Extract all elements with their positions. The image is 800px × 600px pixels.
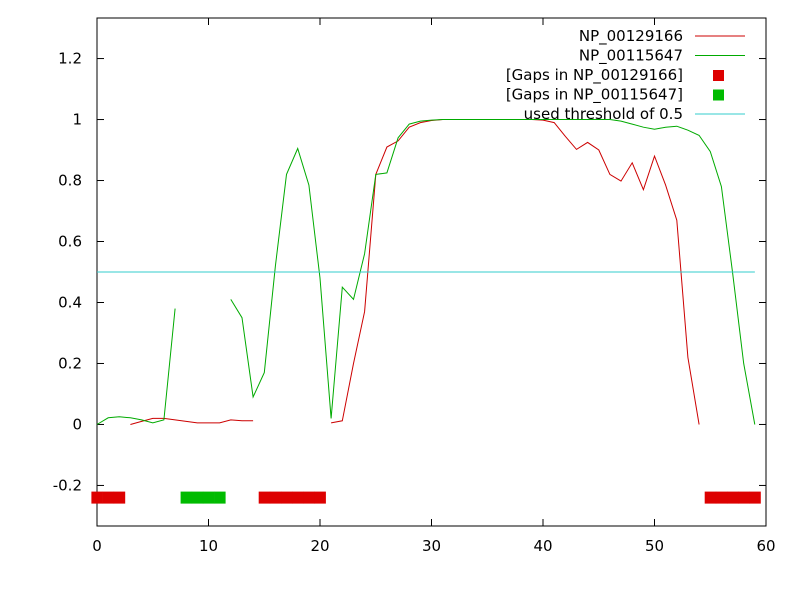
legend-label: [Gaps in NP_00115647] bbox=[506, 86, 683, 105]
x-tick-label: 60 bbox=[756, 537, 775, 555]
gap-marker bbox=[715, 491, 728, 504]
x-tick-label: 0 bbox=[92, 537, 102, 555]
series-line-np-00115647 bbox=[96, 308, 176, 425]
x-tick-label: 50 bbox=[645, 537, 664, 555]
y-tick-label: 1 bbox=[72, 111, 82, 129]
gap-marker bbox=[292, 491, 304, 504]
y-tick-label: 0.2 bbox=[58, 354, 82, 372]
legend-label: [Gaps in NP_00129166] bbox=[506, 66, 683, 85]
series-line-np-00129166 bbox=[130, 417, 254, 425]
series-line-np-00115647 bbox=[230, 119, 756, 425]
y-tick-label: 0.6 bbox=[58, 233, 82, 251]
legend-swatch bbox=[713, 70, 724, 81]
legend-label: NP_00115647 bbox=[579, 47, 683, 66]
y-tick-label: 0.4 bbox=[58, 293, 82, 311]
gap-marker bbox=[749, 491, 761, 504]
data-series bbox=[91, 119, 761, 504]
gap-marker bbox=[269, 491, 282, 504]
y-tick-label: -0.2 bbox=[53, 476, 82, 494]
gap-marker bbox=[191, 491, 204, 504]
gap-marker bbox=[314, 491, 326, 504]
gap-marker bbox=[281, 491, 293, 504]
gap-marker bbox=[727, 491, 739, 504]
x-tick-label: 30 bbox=[422, 537, 441, 555]
gap-marker bbox=[303, 491, 315, 504]
x-tick-label: 10 bbox=[199, 537, 218, 555]
x-tick-label: 40 bbox=[533, 537, 552, 555]
gap-marker bbox=[180, 491, 193, 504]
legend-swatch bbox=[713, 89, 724, 101]
x-tick-label: 20 bbox=[310, 537, 329, 555]
gap-marker bbox=[91, 491, 103, 504]
gap-marker bbox=[704, 491, 717, 504]
gap-marker bbox=[113, 491, 126, 504]
gap-marker bbox=[214, 491, 226, 504]
y-tick-label: 0.8 bbox=[58, 172, 82, 190]
gap-marker bbox=[738, 491, 750, 504]
y-tick-label: 0 bbox=[72, 415, 82, 433]
legend-label: NP_00129166 bbox=[579, 27, 683, 46]
legend-label: used threshold of 0.5 bbox=[524, 105, 683, 123]
ticks: 0 10 20 30 40 50 60 -0.2 0 0.2 0.4 0.6 0.8 1 1.2 bbox=[53, 18, 776, 555]
gap-marker bbox=[102, 491, 115, 504]
gap-marker bbox=[202, 491, 215, 504]
y-tick-label: 1.2 bbox=[58, 50, 82, 68]
gap-marker bbox=[258, 491, 271, 504]
